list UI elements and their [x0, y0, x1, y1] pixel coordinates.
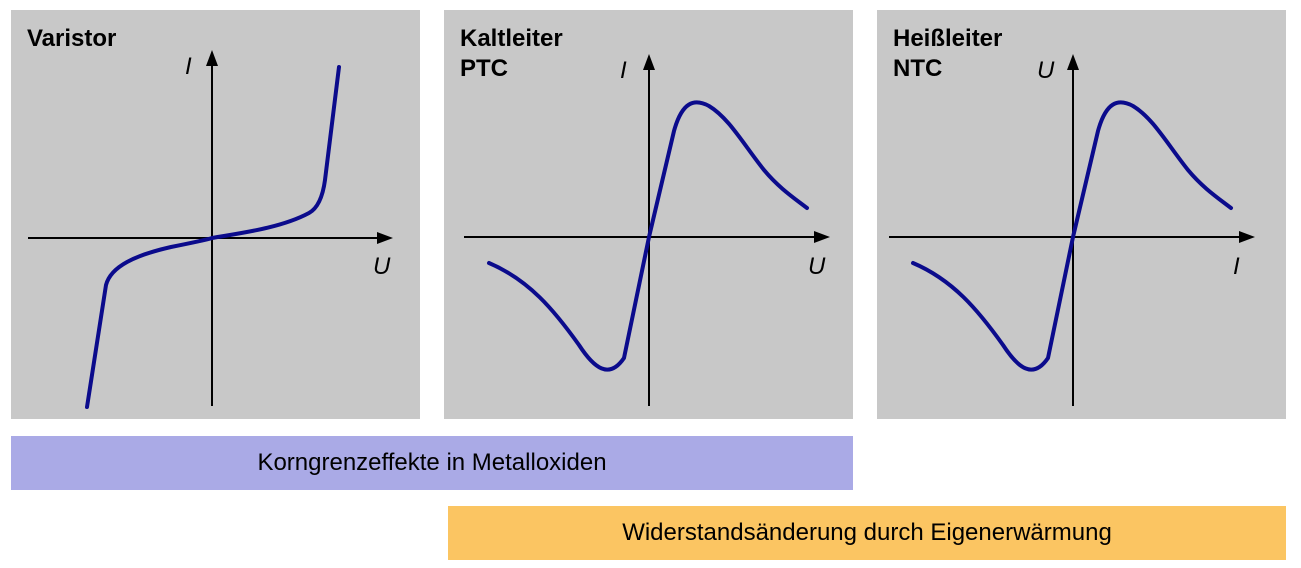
- ntc-graph: [889, 54, 1255, 406]
- title-line-2: NTC: [893, 55, 943, 82]
- ntc-curve: [911, 100, 1233, 372]
- x-axis-arrow: [814, 231, 830, 243]
- y-axis-arrow: [206, 50, 218, 66]
- panel-title: Varistor: [27, 24, 116, 54]
- x-axis-label: U: [808, 253, 826, 280]
- ptc-graph: [464, 54, 830, 406]
- y-axis-label: U: [1037, 57, 1055, 84]
- panel-ntc: Heißleiter NTC U I: [877, 10, 1286, 419]
- y-axis-label: I: [185, 53, 192, 80]
- x-axis-label: I: [1233, 253, 1240, 280]
- y-axis-arrow: [643, 54, 655, 70]
- x-axis-arrow: [377, 232, 393, 244]
- panel-title: Heißleiter NTC: [893, 24, 1002, 84]
- y-axis-arrow: [1067, 54, 1079, 70]
- title-line-1: Kaltleiter: [460, 25, 563, 52]
- title-line-1: Varistor: [27, 25, 117, 52]
- varistor-graph: [28, 50, 393, 409]
- panel-title: Kaltleiter PTC: [460, 24, 563, 84]
- panel-varistor: Varistor I U: [11, 10, 420, 419]
- title-line-2: PTC: [460, 55, 508, 82]
- title-line-1: Heißleiter: [893, 25, 1003, 52]
- varistor-curve: [85, 65, 341, 409]
- x-axis-arrow: [1239, 231, 1255, 243]
- x-axis-label: U: [373, 253, 391, 280]
- banner-self-heating: Widerstandsänderung durch Eigenerwärmung: [448, 506, 1286, 560]
- panel-ptc: Kaltleiter PTC I U: [444, 10, 853, 419]
- y-axis-label: I: [620, 57, 627, 84]
- ptc-curve: [487, 100, 809, 372]
- banner-metal-oxide: Korngrenzeffekte in Metalloxiden: [11, 436, 853, 490]
